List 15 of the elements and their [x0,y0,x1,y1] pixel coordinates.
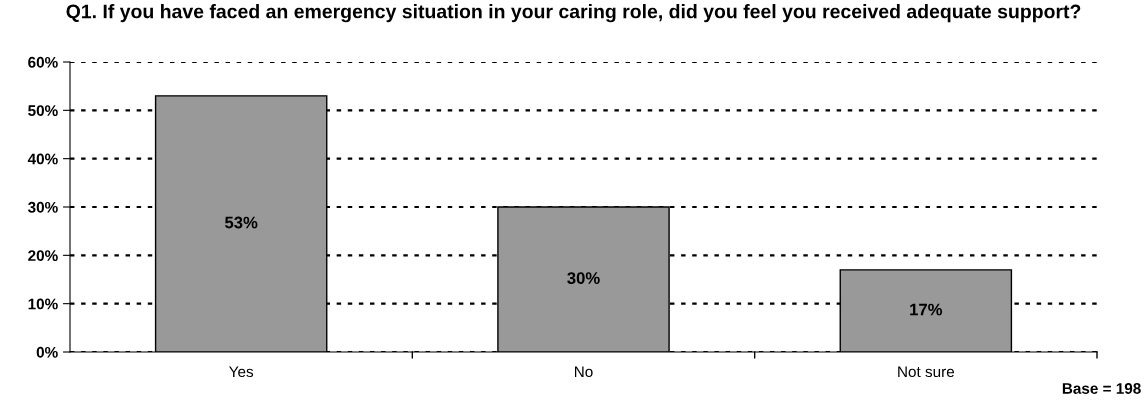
y-tick-label: 0% [36,346,58,358]
x-tick-label: Yes [229,366,254,378]
data-label: 17% [910,303,943,316]
data-label: 30% [567,272,600,284]
y-tick-label: 30% [27,201,58,213]
x-tick-label: No [574,366,593,378]
y-tick-label: 60% [28,56,58,68]
chart-title: Q1. If you have faced an emergency situation in your caring role, did you feel you received adequate support? [66,4,1081,23]
y-tick-label: 20% [28,250,58,262]
x-tick-label: Not sure [898,366,955,378]
text: Base = 198 [1062,383,1141,394]
y-tick-label: 40% [27,153,58,165]
y-tick-label: 50% [28,105,58,117]
y-tick-label: 10% [28,298,58,310]
data-label: 53% [225,216,258,229]
